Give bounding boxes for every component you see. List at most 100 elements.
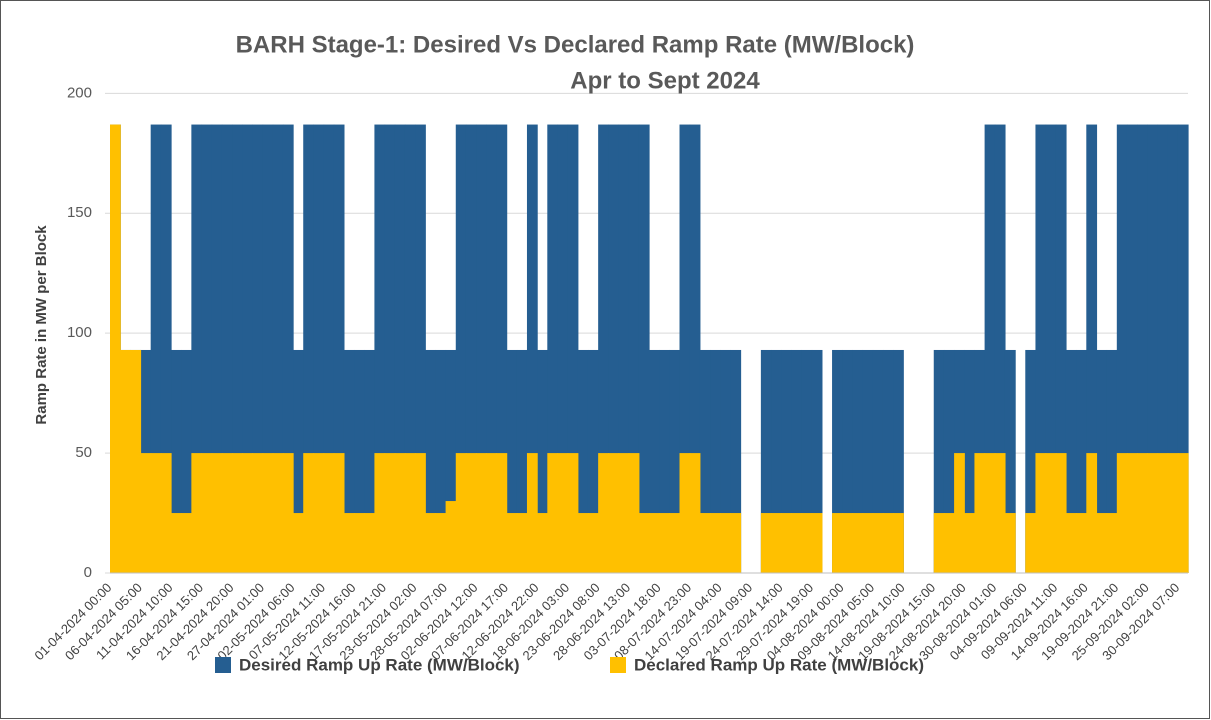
area-step <box>852 513 864 573</box>
area-step <box>730 513 742 573</box>
area-step <box>232 453 243 573</box>
area-step <box>964 349 976 573</box>
area-step <box>771 513 782 573</box>
area-step <box>191 124 203 573</box>
area-step <box>852 349 864 573</box>
area-step <box>638 124 650 573</box>
area-step <box>943 513 955 573</box>
area-step <box>435 349 447 573</box>
area-step <box>1126 124 1138 573</box>
area-step <box>333 453 345 573</box>
legend-swatch <box>215 657 231 673</box>
area-step <box>110 124 121 573</box>
chart-title: BARH Stage-1: Desired Vs Declared Ramp R… <box>236 31 915 58</box>
area-step <box>811 513 823 573</box>
area-step <box>323 124 335 573</box>
area-step <box>801 349 813 573</box>
area-step <box>679 124 691 573</box>
area-step <box>1096 349 1108 573</box>
area-step <box>1045 453 1057 573</box>
area-step <box>893 513 904 573</box>
area-step <box>954 453 965 573</box>
area-step <box>486 453 498 573</box>
area-step <box>333 124 345 573</box>
area-step <box>1025 513 1037 573</box>
area-step <box>425 513 437 573</box>
area-step <box>211 124 223 573</box>
area-step <box>1065 513 1077 573</box>
area-step <box>832 349 843 573</box>
area-step <box>882 513 894 573</box>
area-step <box>150 453 162 573</box>
area-step <box>587 513 599 573</box>
area-step <box>1004 513 1016 573</box>
area-step <box>445 501 457 573</box>
area-step <box>354 349 365 573</box>
area-step <box>150 124 162 573</box>
area-step <box>842 513 853 573</box>
area-step <box>1157 124 1169 573</box>
area-step <box>293 513 304 573</box>
area-step <box>801 513 813 573</box>
area-step <box>1035 453 1047 573</box>
area-step <box>262 124 274 573</box>
area-step <box>1055 453 1067 573</box>
area-step <box>618 124 630 573</box>
area-step <box>242 453 253 573</box>
area-step <box>120 349 131 573</box>
area-step <box>598 124 609 573</box>
area-step <box>343 513 355 573</box>
area-step <box>476 124 487 573</box>
area-step <box>689 124 701 573</box>
area-step <box>649 513 660 573</box>
area-step <box>435 513 447 573</box>
area-step <box>232 124 243 573</box>
area-step <box>1167 124 1179 573</box>
area-step <box>618 453 630 573</box>
area-step <box>547 453 559 573</box>
area-step <box>598 453 609 573</box>
area-step <box>374 453 386 573</box>
area-step <box>496 124 508 573</box>
area-step <box>760 349 772 573</box>
area-step <box>1004 349 1016 573</box>
area-step <box>1106 513 1118 573</box>
area-step <box>791 513 803 573</box>
area-step <box>384 453 396 573</box>
area-step <box>710 349 721 573</box>
area-step <box>242 124 253 573</box>
y-tick-label: 150 <box>67 204 92 221</box>
area-step <box>221 124 233 573</box>
area-step <box>1055 124 1067 573</box>
area-step <box>699 513 711 573</box>
area-step <box>628 124 640 573</box>
area-step <box>577 513 589 573</box>
legend-label: Declared Ramp Up Rate (MW/Block) <box>634 655 924 674</box>
area-step <box>608 124 620 573</box>
area-step <box>842 349 853 573</box>
area-step <box>994 453 1006 573</box>
area-step <box>862 513 874 573</box>
area-step <box>1116 124 1128 573</box>
area-step <box>557 124 569 573</box>
area-step <box>791 349 803 573</box>
area-step <box>323 453 335 573</box>
area-step <box>567 124 579 573</box>
area-step <box>1116 453 1128 573</box>
area-step <box>282 453 294 573</box>
area-step <box>628 453 640 573</box>
area-step <box>1167 453 1179 573</box>
area-step <box>221 453 233 573</box>
area-step <box>720 349 731 573</box>
area-step <box>1035 124 1047 573</box>
area-step <box>669 349 681 573</box>
area-step <box>415 453 426 573</box>
area-step <box>781 513 792 573</box>
area-step <box>404 124 416 573</box>
area-step <box>577 349 589 573</box>
area-step <box>130 349 142 573</box>
y-tick-label: 0 <box>84 564 92 581</box>
area-step <box>455 124 467 573</box>
area-step <box>699 349 711 573</box>
